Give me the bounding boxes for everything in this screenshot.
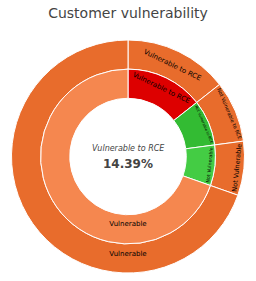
svg-text:Not Vulnerable to RCE: Not Vulnerable to RCE <box>216 87 243 140</box>
svg-text:Not Vulnerable to RCE: Not Vulnerable to RCE <box>194 105 214 145</box>
svg-text:Not Vulnerable: Not Vulnerable <box>205 147 214 183</box>
svg-text:Customer vulnerability: Customer vulnerability <box>48 5 208 21</box>
svg-text:Not Vulnerable: Not Vulnerable <box>231 143 244 192</box>
svg-text:Vulnerable to RCE: Vulnerable to RCE <box>131 71 191 106</box>
svg-text:Vulnerable to RCE: Vulnerable to RCE <box>92 144 165 153</box>
svg-text:14.39%: 14.39% <box>103 157 153 171</box>
svg-text:Vulnerable: Vulnerable <box>109 250 146 258</box>
svg-text:Vulnerable to RCE: Vulnerable to RCE <box>142 47 203 83</box>
svg-text:Vulnerable: Vulnerable <box>109 220 146 228</box>
